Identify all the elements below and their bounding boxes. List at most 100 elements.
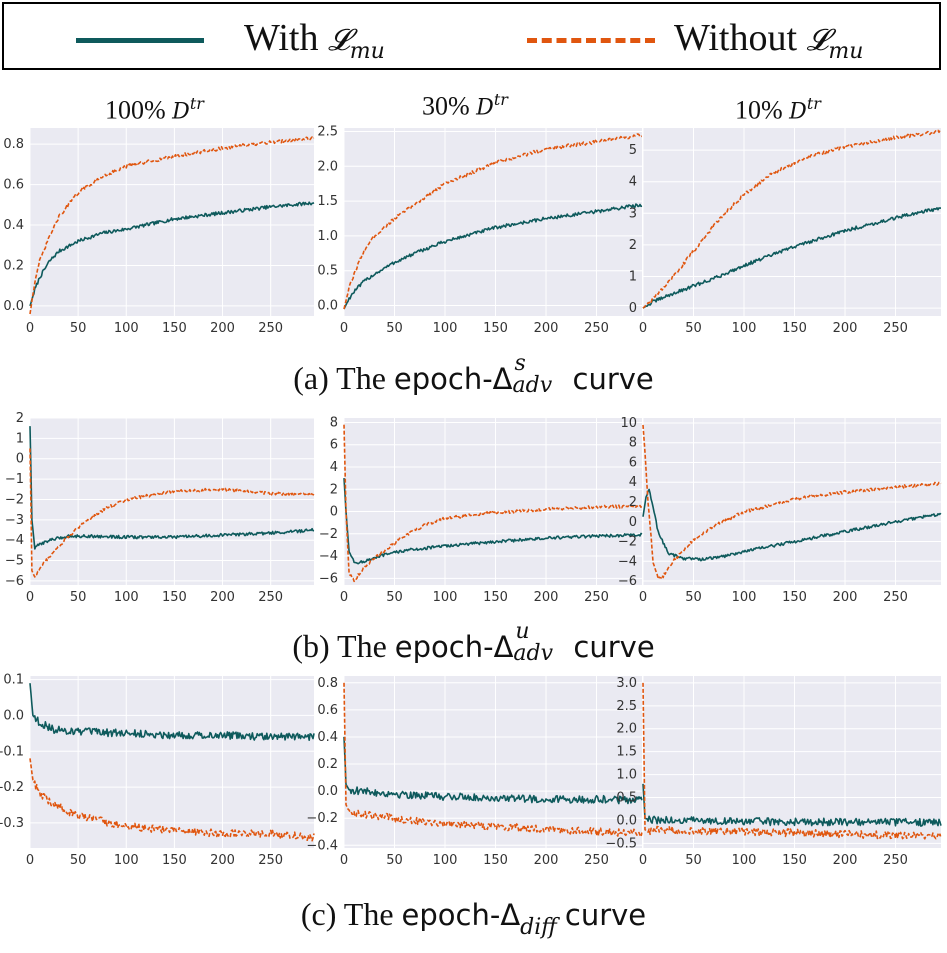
y-tick-label: 0.5 xyxy=(616,791,637,806)
y-tick-label: 4 xyxy=(629,475,637,490)
y-tick-label: 2.5 xyxy=(616,699,637,714)
x-tick-label: 0 xyxy=(26,853,34,868)
y-tick-label: 3.0 xyxy=(616,676,637,691)
x-tick-label: 250 xyxy=(584,590,609,605)
legend-without-line xyxy=(527,38,655,43)
x-tick-label: 250 xyxy=(883,853,908,868)
column-title-sup: tr xyxy=(806,94,821,113)
caption-supsub: u adv xyxy=(513,619,565,666)
series-with-line xyxy=(29,683,315,741)
y-tick-label: 5 xyxy=(629,143,637,158)
y-tick-label: 10 xyxy=(620,416,637,431)
series-without-line xyxy=(343,133,642,310)
y-tick-label: 2 xyxy=(629,495,637,510)
column-title-symbol: D xyxy=(172,99,190,125)
series-without-line xyxy=(29,136,315,315)
x-tick-label: 100 xyxy=(433,321,458,336)
column-title-10: 10% Dtr xyxy=(735,94,821,126)
y-tick-label: 1 xyxy=(16,431,24,446)
x-tick-label: 150 xyxy=(483,853,508,868)
legend-without-loss-sub: mu xyxy=(828,39,864,64)
x-tick-label: 150 xyxy=(483,321,508,336)
x-tick-label: 50 xyxy=(70,590,87,605)
y-tick-label: 2.0 xyxy=(317,159,338,174)
x-tick-label: 0 xyxy=(340,321,348,336)
y-tick-label: 0.4 xyxy=(317,730,338,745)
legend-with-label: With 𝓛mu xyxy=(244,16,385,64)
x-tick-label: 50 xyxy=(685,853,702,868)
x-tick-label: 0 xyxy=(639,321,647,336)
y-tick-label: 8 xyxy=(330,415,338,430)
x-tick-label: 0 xyxy=(26,590,34,605)
caption-sup: s xyxy=(514,351,526,376)
y-tick-label: −0.5 xyxy=(605,836,637,851)
y-tick-label: 1.0 xyxy=(317,229,338,244)
y-tick-label: 0.4 xyxy=(3,218,24,233)
caption-sub: adv xyxy=(512,373,553,398)
y-tick-label: −6 xyxy=(618,574,637,589)
plot-background xyxy=(30,418,314,585)
x-tick-label: 100 xyxy=(114,321,139,336)
legend-without-text: Without xyxy=(674,17,798,59)
y-tick-label: 0.0 xyxy=(317,299,338,314)
x-tick-label: 250 xyxy=(584,853,609,868)
x-tick-label: 250 xyxy=(883,321,908,336)
x-tick-label: 150 xyxy=(782,853,807,868)
x-tick-label: 200 xyxy=(210,590,235,605)
x-tick-label: 100 xyxy=(732,321,757,336)
y-tick-label: −2 xyxy=(618,535,637,550)
x-tick-label: 100 xyxy=(433,853,458,868)
y-tick-label: −0.2 xyxy=(306,811,338,826)
y-tick-label: 0 xyxy=(629,515,637,530)
y-tick-label: −6 xyxy=(319,571,338,586)
y-tick-label: −2 xyxy=(5,492,24,507)
x-tick-label: 200 xyxy=(833,853,858,868)
x-tick-label: 100 xyxy=(433,590,458,605)
caption-b: (b) The epoch-Δ u adv curve xyxy=(0,619,947,666)
y-tick-label: −5 xyxy=(5,554,24,569)
series-without-line xyxy=(29,758,315,842)
series-without-line xyxy=(642,682,942,840)
column-title-100: 100% Dtr xyxy=(105,94,204,126)
x-tick-label: 0 xyxy=(340,853,348,868)
y-tick-label: 1.5 xyxy=(317,194,338,209)
y-tick-label: 2.0 xyxy=(616,722,637,737)
y-tick-label: −4 xyxy=(319,549,338,564)
column-title-sup: tr xyxy=(189,94,204,113)
x-tick-label: 50 xyxy=(386,590,403,605)
column-title-symbol: D xyxy=(476,95,494,121)
legend-with-loss-sub: mu xyxy=(349,39,385,64)
y-tick-label: 0 xyxy=(330,505,338,520)
y-tick-label: 0.2 xyxy=(3,258,24,273)
y-tick-label: 6 xyxy=(629,455,637,470)
x-tick-label: 200 xyxy=(534,321,559,336)
y-tick-label: -0.2 xyxy=(0,780,24,795)
y-tick-label: 0.8 xyxy=(3,137,24,152)
x-tick-label: 50 xyxy=(386,321,403,336)
y-tick-label: 3 xyxy=(629,206,637,221)
x-tick-label: 200 xyxy=(534,853,559,868)
x-tick-label: 100 xyxy=(114,590,139,605)
y-tick-label: −4 xyxy=(618,554,637,569)
y-tick-label: 2 xyxy=(16,411,24,426)
x-tick-label: 250 xyxy=(258,590,283,605)
series-with-line xyxy=(343,203,643,310)
caption-prefix: (a) The xyxy=(293,360,386,396)
x-tick-label: 0 xyxy=(639,853,647,868)
x-tick-label: 250 xyxy=(883,590,908,605)
x-tick-label: 50 xyxy=(685,321,702,336)
x-tick-label: 100 xyxy=(732,853,757,868)
x-tick-label: 0 xyxy=(26,321,34,336)
series-with-line xyxy=(343,478,643,565)
column-title-sup: tr xyxy=(493,90,508,109)
plot-background xyxy=(344,676,642,848)
column-title-percent: 10% xyxy=(735,95,783,125)
series-with-line xyxy=(642,783,942,827)
caption-sub: adv xyxy=(513,641,554,666)
y-tick-label: 0.0 xyxy=(616,813,637,828)
y-tick-label: 2 xyxy=(629,238,637,253)
y-tick-label: −0.4 xyxy=(306,838,338,853)
series-without-line xyxy=(343,424,643,583)
x-tick-label: 200 xyxy=(210,853,235,868)
